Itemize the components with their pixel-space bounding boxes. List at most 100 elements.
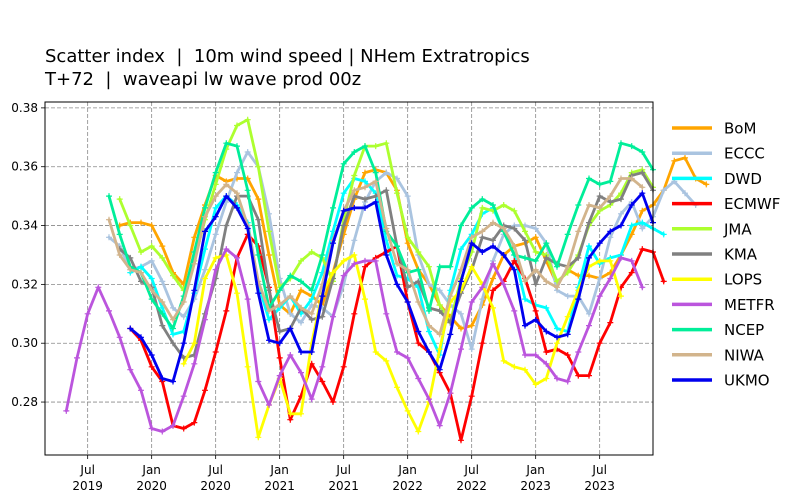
data-point bbox=[287, 310, 294, 317]
x-tick-year-label: 2019 bbox=[72, 479, 103, 493]
x-tick-year-label: 2021 bbox=[328, 479, 359, 493]
data-point bbox=[522, 322, 528, 329]
data-point bbox=[447, 263, 454, 270]
data-point bbox=[223, 246, 230, 253]
data-point bbox=[522, 352, 528, 358]
data-point bbox=[586, 322, 592, 329]
data-point bbox=[127, 266, 134, 273]
data-point bbox=[287, 352, 294, 358]
data-point bbox=[404, 354, 411, 361]
data-point bbox=[543, 254, 550, 261]
data-point bbox=[618, 254, 624, 261]
data-point bbox=[223, 193, 230, 200]
data-point bbox=[308, 249, 315, 255]
data-point bbox=[458, 325, 464, 332]
data-point bbox=[554, 284, 560, 291]
data-point bbox=[554, 334, 560, 341]
data-point bbox=[468, 240, 475, 247]
data-point bbox=[244, 149, 251, 155]
data-point bbox=[298, 319, 304, 326]
data-point bbox=[426, 349, 432, 355]
data-point bbox=[607, 234, 614, 241]
y-tick-label: 0.36 bbox=[11, 160, 38, 174]
data-point bbox=[468, 234, 475, 241]
data-point bbox=[351, 310, 358, 317]
data-point bbox=[340, 257, 347, 264]
data-point bbox=[575, 349, 582, 355]
data-point bbox=[191, 234, 198, 241]
data-point bbox=[447, 390, 454, 397]
data-point bbox=[596, 293, 603, 300]
data-point bbox=[436, 366, 443, 373]
data-point bbox=[362, 196, 368, 203]
data-point bbox=[244, 187, 251, 194]
data-point bbox=[500, 252, 507, 258]
data-point bbox=[511, 207, 518, 214]
series-metfr bbox=[63, 246, 646, 435]
data-point bbox=[234, 190, 240, 197]
data-point bbox=[618, 175, 624, 182]
data-point bbox=[543, 278, 550, 285]
data-point bbox=[266, 228, 272, 235]
legend-label: DWD bbox=[724, 170, 762, 188]
data-point bbox=[458, 310, 464, 317]
data-point bbox=[212, 169, 219, 176]
data-point bbox=[138, 278, 144, 285]
data-point bbox=[490, 237, 496, 244]
data-point bbox=[84, 310, 91, 317]
data-point bbox=[607, 193, 614, 200]
data-point bbox=[479, 284, 486, 291]
data-point bbox=[554, 263, 560, 270]
data-point bbox=[212, 204, 219, 211]
data-point bbox=[191, 360, 198, 367]
data-point bbox=[106, 216, 112, 223]
data-point bbox=[490, 243, 496, 250]
data-point bbox=[426, 307, 432, 314]
data-point bbox=[415, 375, 422, 382]
data-point bbox=[532, 225, 539, 232]
data-point bbox=[586, 202, 592, 208]
data-point bbox=[159, 254, 166, 261]
data-point bbox=[490, 275, 496, 282]
data-point bbox=[564, 293, 571, 300]
data-point bbox=[202, 213, 208, 220]
data-point bbox=[266, 316, 272, 323]
data-point bbox=[404, 284, 411, 291]
data-point bbox=[458, 278, 464, 285]
data-point bbox=[330, 204, 336, 211]
data-point bbox=[479, 234, 486, 241]
data-point bbox=[234, 122, 240, 129]
data-point bbox=[618, 293, 624, 300]
data-point bbox=[479, 296, 486, 303]
data-point bbox=[255, 163, 262, 170]
data-point bbox=[415, 328, 422, 335]
data-point bbox=[564, 313, 571, 320]
data-point bbox=[372, 349, 379, 355]
data-point bbox=[298, 278, 304, 285]
data-point bbox=[575, 254, 582, 261]
data-point bbox=[415, 340, 422, 347]
data-point bbox=[116, 231, 123, 238]
data-point bbox=[660, 231, 667, 238]
data-point bbox=[543, 304, 550, 311]
data-point bbox=[639, 190, 646, 197]
data-point bbox=[127, 325, 134, 332]
data-point bbox=[511, 363, 518, 370]
data-point bbox=[340, 160, 347, 167]
data-point bbox=[522, 296, 528, 303]
data-point bbox=[490, 304, 496, 311]
grid: Jul 2019 Jan 2020 Jul 2020 Jan 2021 Jul 2021 Jan 20… bbox=[11, 101, 653, 493]
data-point bbox=[543, 375, 550, 382]
data-point bbox=[170, 304, 176, 311]
data-point bbox=[308, 287, 315, 294]
data-point bbox=[564, 378, 571, 385]
data-point bbox=[202, 275, 208, 282]
data-point bbox=[95, 284, 102, 291]
data-point bbox=[319, 313, 326, 320]
x-tick-label: Jul bbox=[79, 463, 94, 477]
data-point bbox=[351, 252, 358, 258]
data-point bbox=[330, 240, 336, 247]
data-point bbox=[618, 196, 624, 203]
data-point bbox=[404, 407, 411, 414]
data-point bbox=[490, 260, 496, 267]
